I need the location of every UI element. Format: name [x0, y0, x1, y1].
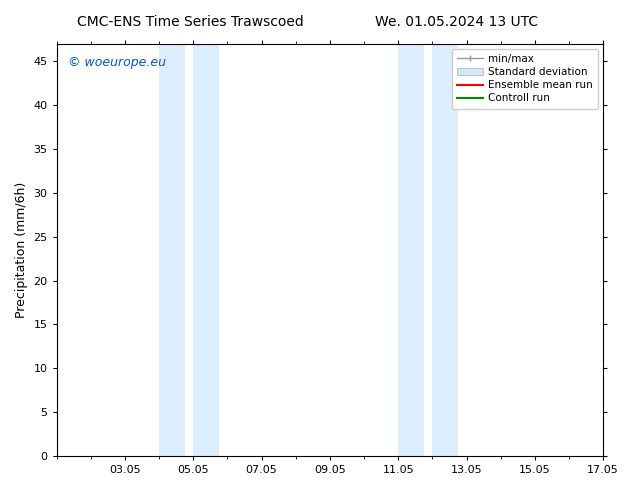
Bar [398, 44, 424, 456]
Text: CMC-ENS Time Series Trawscoed: CMC-ENS Time Series Trawscoed [77, 15, 304, 29]
Text: © woeurope.eu: © woeurope.eu [68, 56, 165, 69]
Y-axis label: Precipitation (mm/6h): Precipitation (mm/6h) [15, 182, 28, 318]
Bar [159, 44, 184, 456]
Bar [193, 44, 219, 456]
Legend: min/max, Standard deviation, Ensemble mean run, Controll run: min/max, Standard deviation, Ensemble me… [451, 49, 598, 109]
Text: We. 01.05.2024 13 UTC: We. 01.05.2024 13 UTC [375, 15, 538, 29]
Bar [432, 44, 458, 456]
